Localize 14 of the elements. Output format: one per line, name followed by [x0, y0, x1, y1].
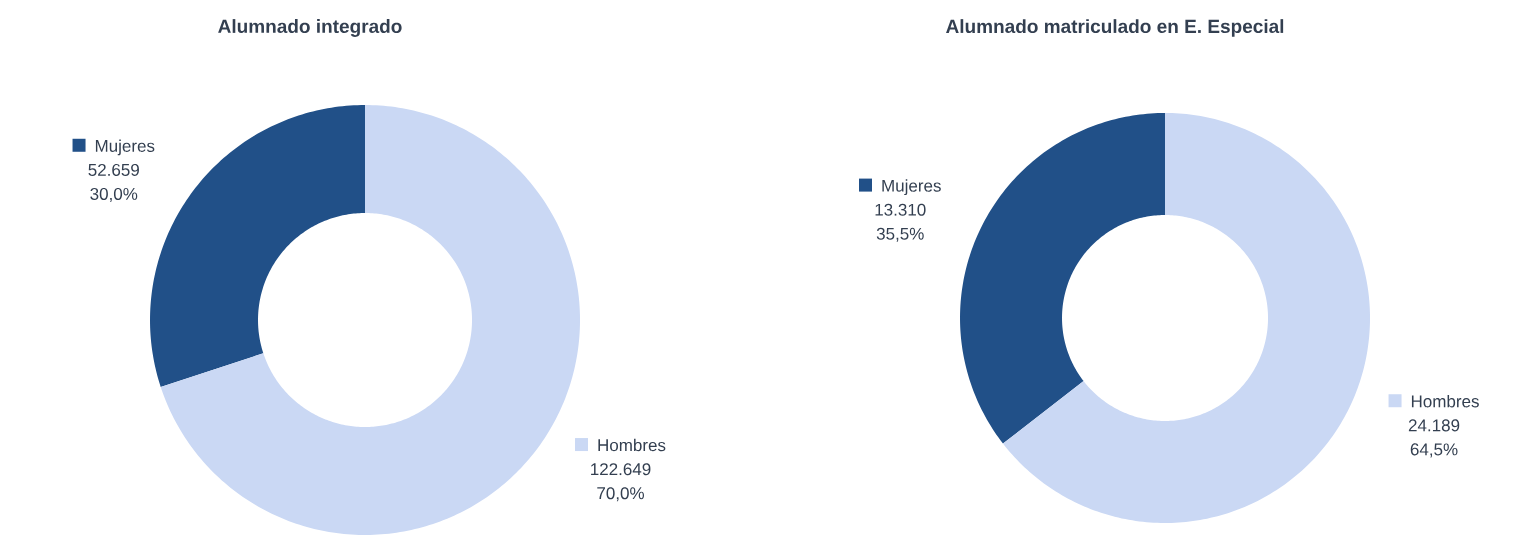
data-label: 24.189	[1408, 419, 1460, 432]
legend-label: Hombres	[1411, 394, 1479, 408]
data-label: 13.310	[875, 203, 926, 216]
legend-label: Hombres	[598, 438, 666, 452]
text: 30,0%	[90, 187, 138, 202]
data-label: 52.659	[88, 163, 139, 176]
text: 35,5%	[876, 227, 924, 242]
chart-title: Alumnado integrado	[218, 19, 402, 37]
legend-label: Mujeres	[95, 139, 155, 156]
chart-title: Alumnado matriculado en E. Especial	[946, 19, 1284, 37]
legend-label: Mujeres	[882, 179, 941, 196]
text: 70,0%	[597, 487, 644, 502]
data-label: 122.649	[591, 463, 651, 476]
text: 64,5%	[1410, 443, 1458, 458]
